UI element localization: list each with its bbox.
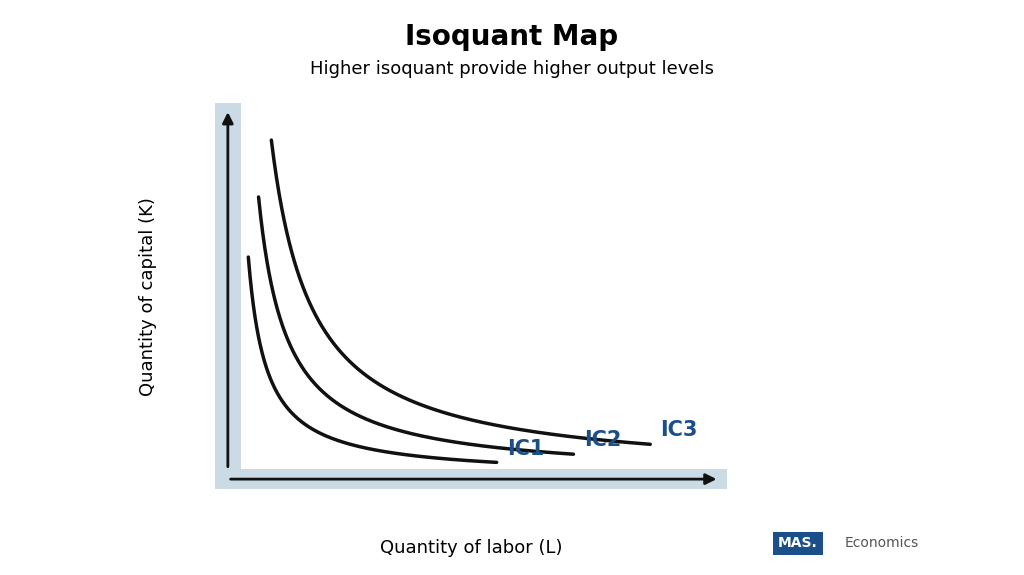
Text: MAS.: MAS. — [778, 536, 818, 550]
Text: IC1: IC1 — [507, 439, 544, 458]
Text: IC3: IC3 — [660, 420, 697, 440]
Text: Quantity of capital (K): Quantity of capital (K) — [139, 197, 158, 396]
Text: IC2: IC2 — [584, 430, 621, 450]
Text: Economics: Economics — [845, 536, 920, 550]
Bar — [215, 104, 241, 489]
Text: Isoquant Map: Isoquant Map — [406, 23, 618, 51]
Text: Higher isoquant provide higher output levels: Higher isoquant provide higher output le… — [310, 60, 714, 78]
Bar — [241, 469, 727, 489]
Text: Quantity of labor (L): Quantity of labor (L) — [380, 539, 562, 557]
